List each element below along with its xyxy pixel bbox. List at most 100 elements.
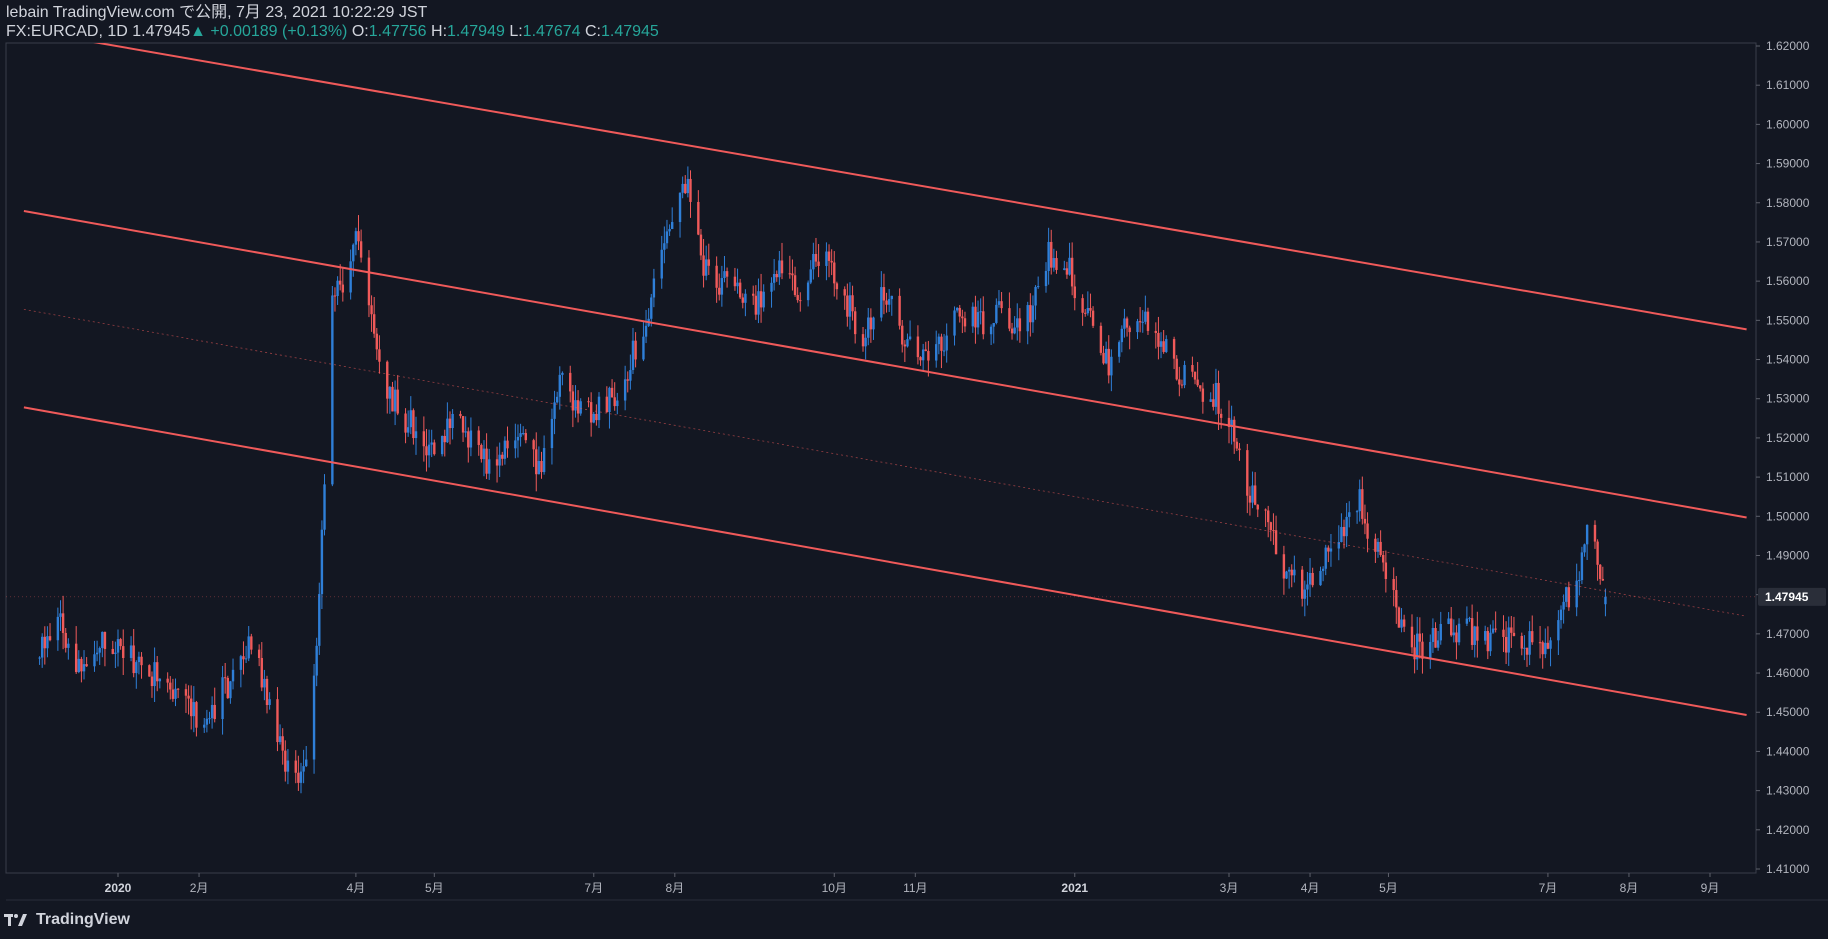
price-tick-label: 1.56000 xyxy=(1766,274,1810,288)
candle xyxy=(1557,610,1560,656)
candle xyxy=(1541,640,1544,669)
candle xyxy=(574,385,577,418)
candle xyxy=(1217,370,1220,430)
candle xyxy=(320,520,324,610)
candle xyxy=(605,386,609,413)
upper-channel[interactable] xyxy=(89,41,1747,331)
candle xyxy=(1486,627,1489,660)
candle xyxy=(305,745,308,768)
candle xyxy=(1447,612,1450,625)
candle xyxy=(150,671,154,698)
candle xyxy=(391,381,394,412)
candle xyxy=(1308,558,1312,597)
candle xyxy=(1065,261,1069,279)
candle xyxy=(221,665,224,735)
candle xyxy=(1201,382,1205,414)
candle xyxy=(723,255,726,283)
time-axis[interactable]: 2020 2月 4月 5月 7月 8月 10月 11月 2021 3月 4月 5月 7月 8月 9月 xyxy=(105,873,1720,895)
candle xyxy=(670,207,674,230)
lower-channel[interactable] xyxy=(23,406,1747,716)
candle xyxy=(404,408,407,444)
candle xyxy=(119,637,122,650)
candle xyxy=(1070,242,1074,296)
candle xyxy=(482,440,486,477)
candle xyxy=(56,607,60,651)
candle xyxy=(887,289,891,312)
candle xyxy=(908,320,912,341)
candle xyxy=(684,175,687,195)
candle xyxy=(642,320,645,362)
candle xyxy=(851,285,854,321)
candle xyxy=(174,678,177,707)
candle xyxy=(1502,615,1505,653)
candle xyxy=(250,633,253,655)
candle xyxy=(843,286,846,310)
candle xyxy=(1165,335,1168,354)
candle xyxy=(715,256,718,303)
candle xyxy=(409,396,412,435)
time-tick-label: 4月 xyxy=(1301,881,1320,895)
candle xyxy=(64,628,67,653)
candle xyxy=(553,390,556,435)
candle xyxy=(281,728,284,765)
candle xyxy=(571,385,575,428)
candle xyxy=(103,631,107,667)
candle xyxy=(898,288,901,330)
candle xyxy=(286,748,290,785)
candle xyxy=(195,700,198,737)
candle xyxy=(796,287,799,303)
candle xyxy=(1531,615,1534,645)
candle xyxy=(1052,248,1056,272)
time-tick-label: 11月 xyxy=(903,881,927,895)
candle xyxy=(927,340,930,377)
candle xyxy=(278,724,282,745)
symbol-label[interactable]: FX:EURCAD, 1D xyxy=(6,23,128,40)
candle xyxy=(652,268,656,308)
candle xyxy=(1287,566,1291,589)
candle xyxy=(1306,571,1309,606)
price-tick-label: 1.45000 xyxy=(1766,705,1810,719)
candle xyxy=(388,386,392,414)
candle xyxy=(1162,330,1165,354)
candle xyxy=(1212,383,1215,411)
candle xyxy=(861,327,865,352)
candle xyxy=(1219,408,1223,429)
time-tick-label: 5月 xyxy=(425,881,444,895)
candle xyxy=(1601,566,1605,581)
candle xyxy=(229,680,232,704)
channel-midline[interactable] xyxy=(23,308,1747,617)
candle xyxy=(378,335,381,374)
candle xyxy=(1578,571,1581,596)
candle xyxy=(414,416,418,455)
candle xyxy=(1193,371,1197,385)
plot-border xyxy=(5,42,1757,874)
candle xyxy=(942,334,946,357)
candle xyxy=(1345,502,1348,548)
candle xyxy=(702,238,705,288)
candle xyxy=(1214,368,1218,415)
candle xyxy=(263,669,266,701)
candle xyxy=(1596,539,1599,581)
middle-channel[interactable] xyxy=(23,210,1747,519)
candle xyxy=(613,382,616,411)
candle xyxy=(997,290,1001,308)
candle xyxy=(867,307,870,346)
price-tick-label: 1.61000 xyxy=(1766,78,1810,92)
candle xyxy=(1285,570,1288,580)
time-tick-label: 2月 xyxy=(190,881,209,895)
candle xyxy=(1293,555,1296,583)
tradingview-logo-icon xyxy=(4,914,27,926)
candle xyxy=(809,260,812,285)
candle xyxy=(521,426,525,436)
candle xyxy=(169,676,172,700)
candle xyxy=(827,244,831,278)
candle xyxy=(770,277,773,308)
price-tick-label: 1.41000 xyxy=(1766,862,1810,876)
candle xyxy=(1267,505,1270,538)
price-axis[interactable]: 1.41000 1.42000 1.43000 1.44000 1.45000 1.460… xyxy=(1755,39,1826,876)
trendlines-layer[interactable] xyxy=(6,41,1756,716)
candle xyxy=(176,688,180,699)
candle xyxy=(137,651,141,675)
candle xyxy=(1013,316,1016,335)
